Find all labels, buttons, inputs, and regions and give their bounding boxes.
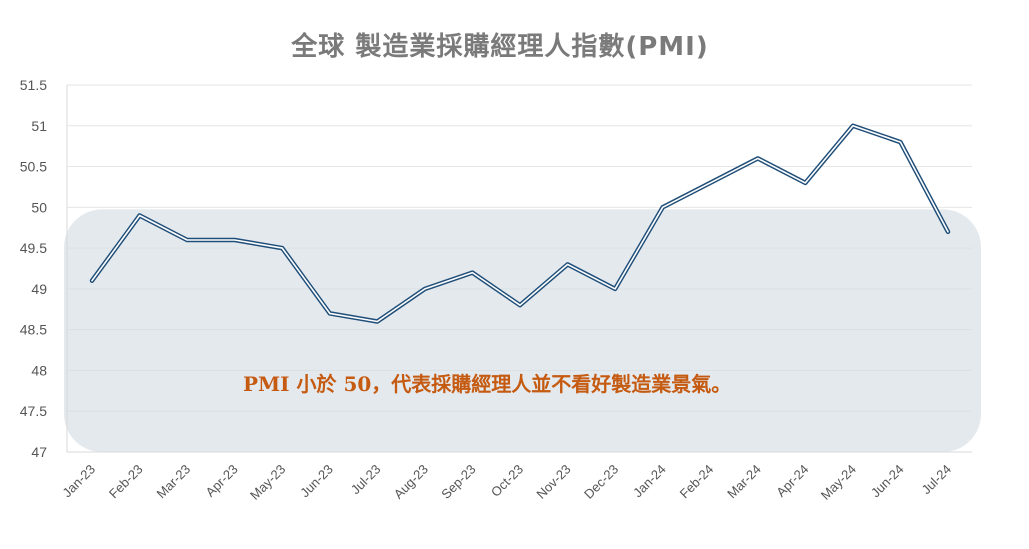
x-tick-label: Feb-23 xyxy=(106,462,146,502)
below-50-highlight xyxy=(64,209,981,452)
y-tick-label: 51 xyxy=(31,118,47,134)
annotation-text: PMI 小於 50，代表採購經理人並不看好製造業景氣。 xyxy=(243,372,731,396)
y-tick-label: 50.5 xyxy=(20,159,47,175)
pmi-series-line-inner xyxy=(91,125,949,323)
x-tick-label: Jun-23 xyxy=(297,462,336,501)
x-tick-label: May-23 xyxy=(247,462,288,503)
x-tick-label: Jun-24 xyxy=(868,462,907,501)
y-tick-label: 48.5 xyxy=(20,322,47,338)
highlight-region xyxy=(64,209,981,452)
x-tick-label: Mar-24 xyxy=(724,462,764,502)
x-tick-label: Mar-23 xyxy=(154,462,194,502)
x-tick-label: May-24 xyxy=(818,462,859,503)
y-tick-label: 49.5 xyxy=(20,240,47,256)
x-tick-label: Oct-23 xyxy=(488,462,526,500)
x-tick-label: Dec-23 xyxy=(581,462,621,502)
y-tick-label: 49 xyxy=(31,281,47,297)
axes xyxy=(66,85,972,453)
x-tick-label: Aug-23 xyxy=(391,462,431,502)
x-tick-label: Apr-23 xyxy=(203,462,241,500)
y-tick-label: 51.5 xyxy=(20,77,47,93)
x-tick-label: Apr-24 xyxy=(773,462,811,500)
x-tick-label: Sep-23 xyxy=(438,462,478,502)
y-tick-label: 47 xyxy=(31,444,47,460)
x-tick-label: Nov-23 xyxy=(533,462,573,502)
y-tick-label: 50 xyxy=(31,199,47,215)
x-tick-label: Jan-24 xyxy=(630,462,669,501)
y-tick-label: 47.5 xyxy=(20,403,47,419)
x-tick-label: Feb-24 xyxy=(677,462,717,502)
series-line xyxy=(89,123,951,324)
x-tick-label: Jan-23 xyxy=(59,462,98,501)
x-tick-label: Jul-23 xyxy=(348,462,384,498)
y-tick-label: 48 xyxy=(31,362,47,378)
x-tick-label: Jul-24 xyxy=(918,462,954,498)
chart-title: 全球 製造業採購經理人指數(PMI) xyxy=(291,32,709,62)
